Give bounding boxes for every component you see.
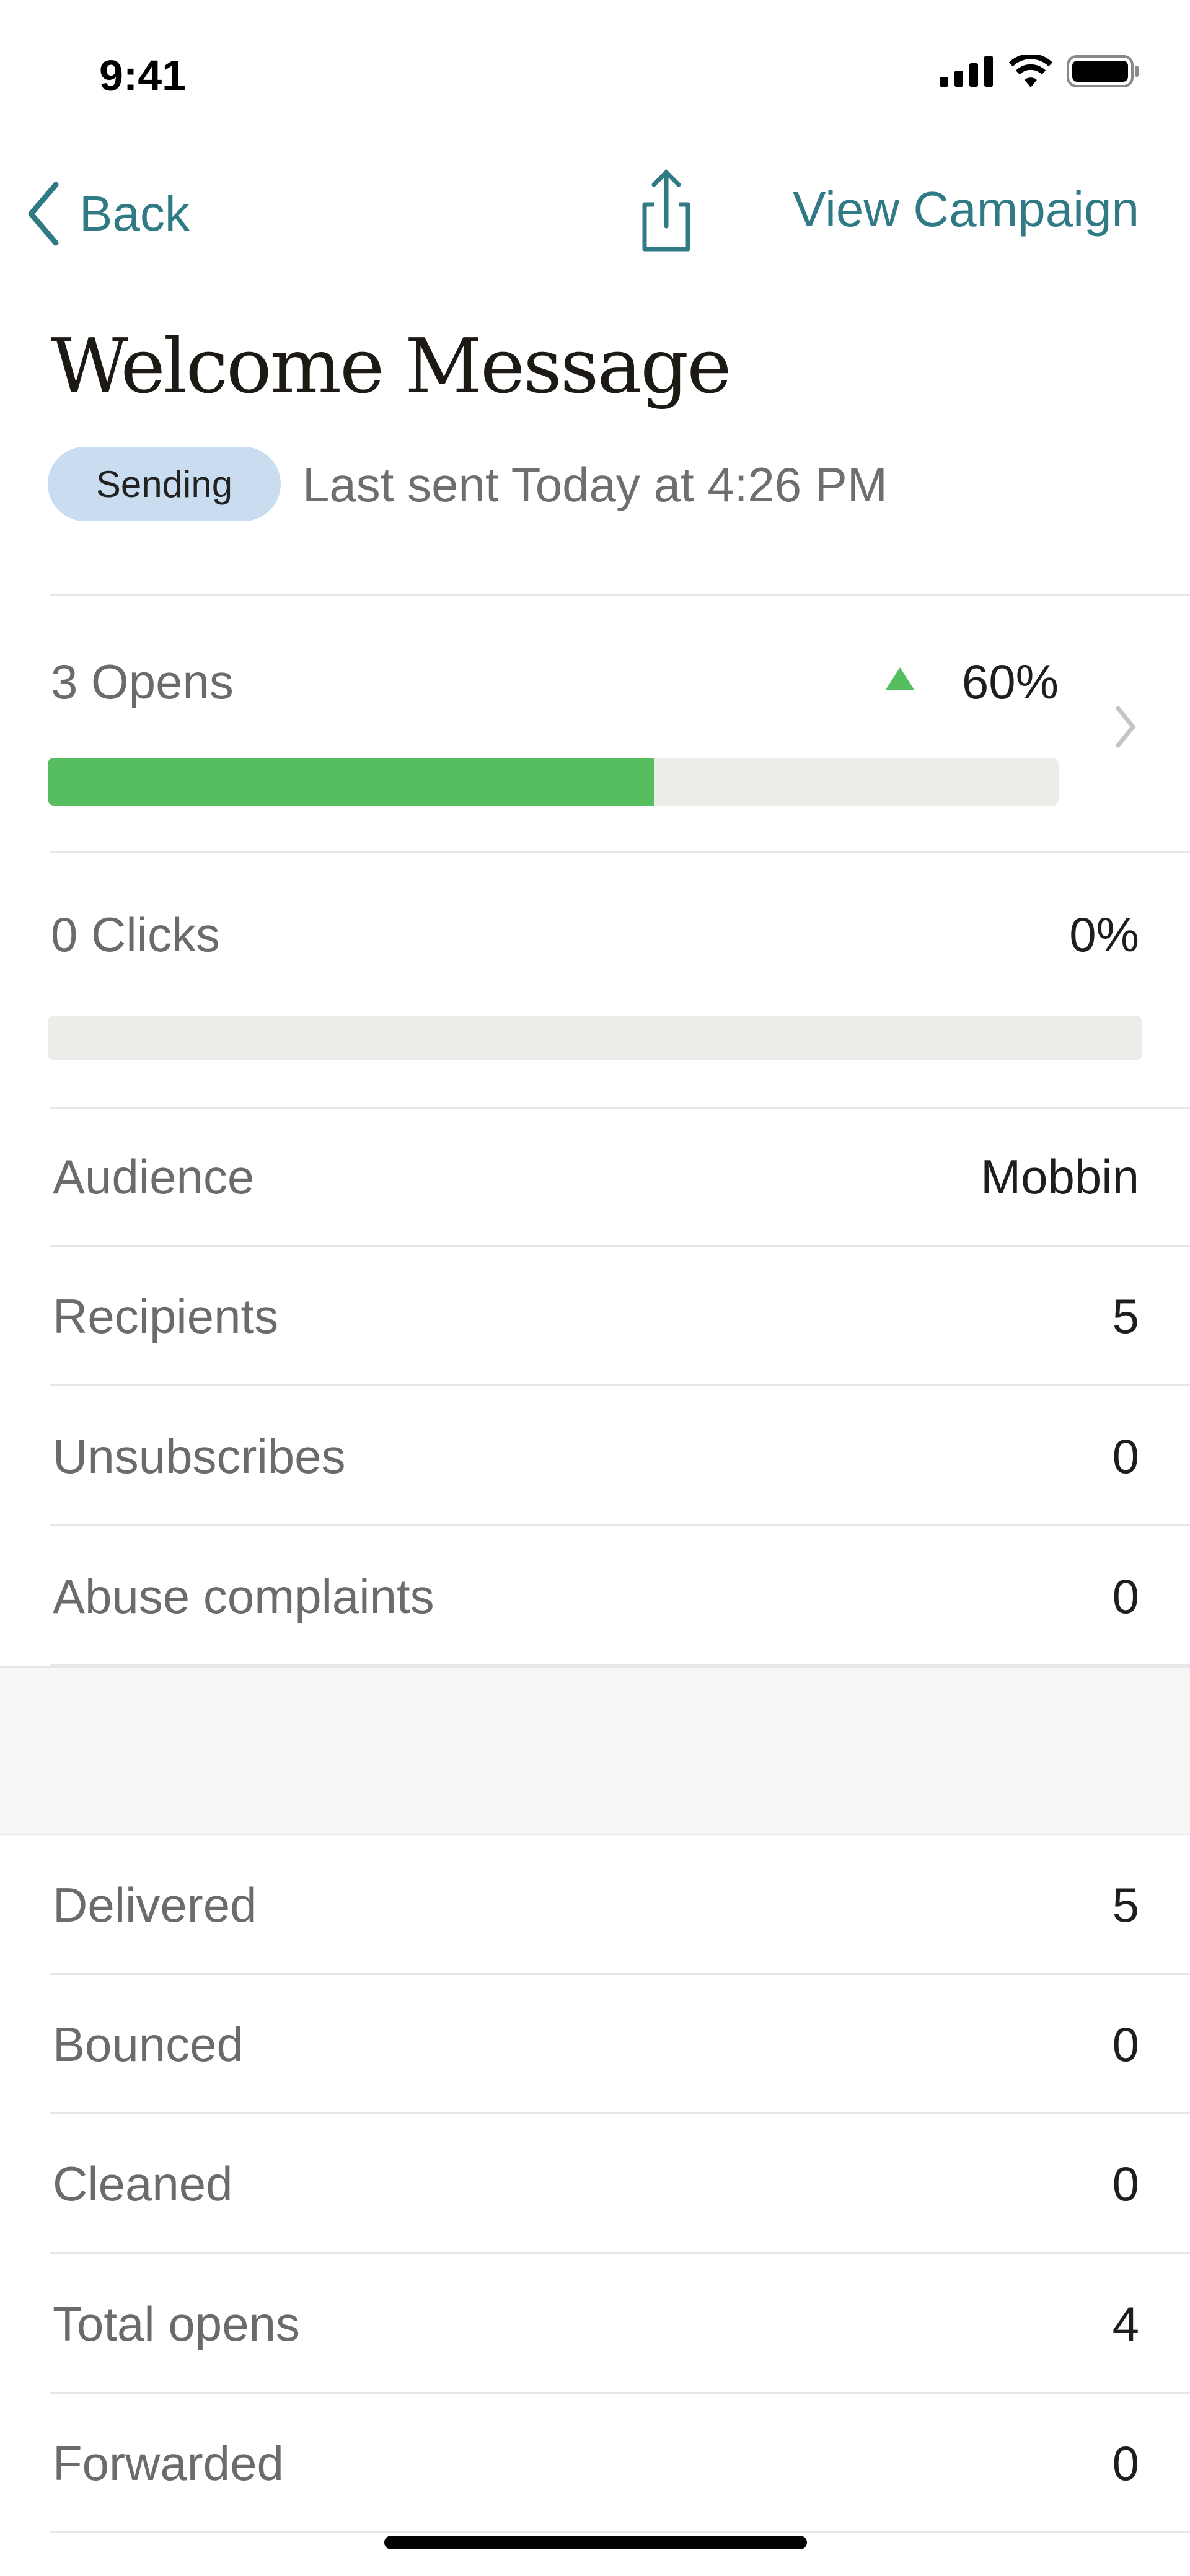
divider [50,1107,1190,1109]
stat-row-unsubscribes: Unsubscribes 0 [0,1387,1190,1526]
last-sent-text: Last sent Today at 4:26 PM [302,457,888,512]
status-badge: Sending [48,447,281,521]
wifi-icon [1009,55,1052,87]
home-indicator[interactable] [384,2536,807,2549]
stat-value: Mobbin [981,1150,1139,1204]
stat-row-abuse-complaints: Abuse complaints 0 [0,1526,1190,1666]
delivery-row-total-opens: Total opens 4 [0,2254,1190,2394]
stat-label: Recipients [53,1289,279,1343]
status-time: 9:41 [99,51,187,100]
opens-label: 3 Opens [51,654,234,709]
opens-progress-bar [48,758,1059,806]
stat-value: 0 [1112,2017,1139,2072]
opens-percent: 60% [961,654,1059,709]
stat-label: Total opens [53,2297,300,2351]
status-icons [940,55,1140,88]
delivery-row-bounced: Bounced 0 [0,1975,1190,2114]
clicks-percent: 0% [1069,907,1139,962]
stat-value: 5 [1112,1289,1139,1343]
stat-label: Unsubscribes [53,1429,346,1484]
clicks-row: 0 Clicks 0% [0,852,1190,1107]
stat-value: 4 [1112,2297,1139,2351]
stat-label: Audience [53,1150,255,1204]
stat-label: Delivered [53,1878,257,1932]
stat-value: 0 [1112,1429,1139,1484]
delivery-row-forwarded: Forwarded 0 [0,2394,1190,2533]
stat-value: 0 [1112,2156,1139,2211]
divider [50,594,1190,596]
chevron-left-icon [28,182,59,246]
stat-label: Abuse complaints [53,1568,434,1624]
stat-value: 0 [1112,2436,1139,2490]
share-icon [642,169,690,252]
clicks-progress-bar [48,1016,1142,1060]
back-button[interactable]: Back [25,180,190,248]
chevron-right-icon [1116,706,1136,748]
opens-row[interactable]: 3 Opens 60% [0,595,1190,851]
page-title: Welcome Message [51,322,731,410]
delivery-row-delivered: Delivered 5 [0,1835,1190,1975]
trend-up-icon [886,667,914,690]
signal-icon [940,56,993,87]
back-label: Back [79,186,190,241]
view-campaign-button[interactable]: View Campaign [793,182,1139,237]
stat-label: Bounced [53,2017,244,2072]
section-spacer [0,1666,1190,1835]
delivery-row-cleaned: Cleaned 0 [0,2114,1190,2254]
share-button[interactable] [632,167,700,257]
stat-value: 0 [1112,1568,1139,1624]
battery-icon [1067,55,1139,87]
clicks-label: 0 Clicks [51,907,221,962]
divider [50,851,1190,853]
stat-label: Cleaned [53,2156,233,2211]
stat-value: 5 [1112,1878,1139,1932]
stat-label: Forwarded [53,2436,284,2490]
opens-progress-fill [48,758,654,806]
stat-row-recipients: Recipients 5 [0,1247,1190,1386]
stat-row-audience: Audience Mobbin [0,1107,1190,1247]
